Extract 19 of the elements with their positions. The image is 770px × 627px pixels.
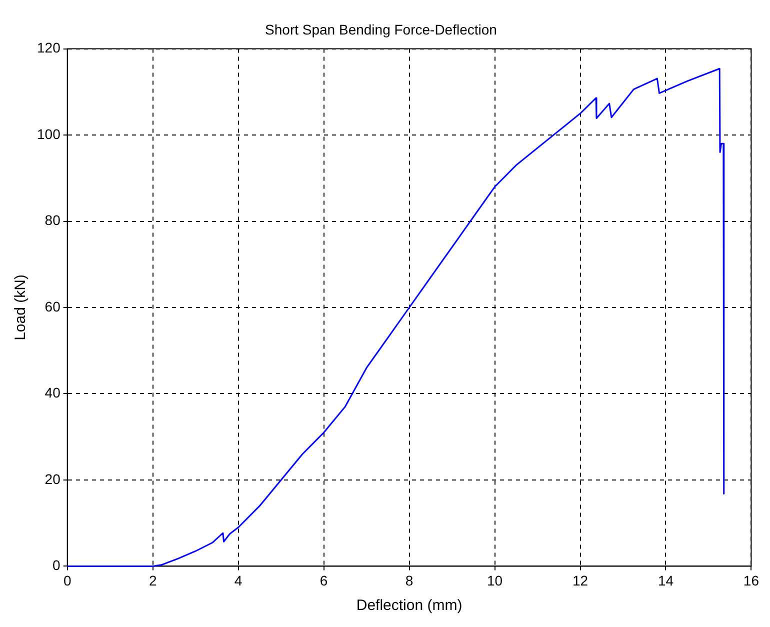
y-tick-label: 120	[37, 40, 61, 56]
x-tick-label: 0	[63, 572, 72, 588]
y-tick-label: 60	[44, 298, 61, 314]
x-tick-label: 12	[572, 572, 588, 588]
x-tick-label: 10	[486, 572, 503, 588]
x-tick-label: 16	[743, 572, 760, 588]
x-tick-label: 4	[234, 572, 242, 588]
y-tick-label: 100	[37, 126, 61, 142]
x-tick-label: 8	[405, 572, 414, 588]
y-axis-title: Load (kN)	[12, 274, 30, 340]
x-axis-title: Deflection (mm)	[356, 597, 462, 614]
x-tick-label: 14	[658, 572, 674, 588]
y-tick-label: 80	[44, 212, 61, 228]
y-tick-label: 20	[44, 470, 61, 487]
x-tick-label: 2	[148, 572, 157, 588]
chart-title: Short Span Bending Force-Deflection	[265, 21, 497, 38]
y-tick-label: 40	[44, 384, 61, 401]
x-tick-label: 6	[320, 572, 328, 588]
y-tick-label: 0	[52, 557, 61, 574]
